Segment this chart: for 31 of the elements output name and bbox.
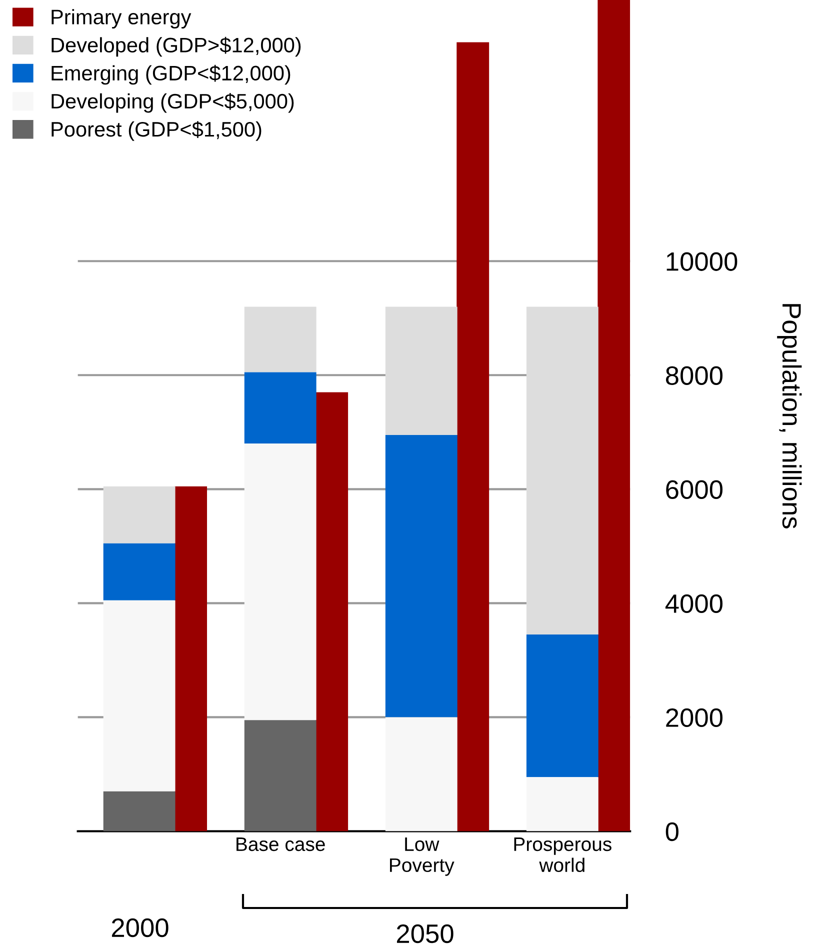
y-tick-label: 4000 xyxy=(665,594,723,614)
bar xyxy=(316,392,348,832)
legend-label: Developed (GDP>$12,000) xyxy=(52,36,301,57)
bar xyxy=(456,42,490,832)
bar xyxy=(526,306,598,635)
x-tick-label: Low Poverty xyxy=(390,838,454,876)
x-tick-label: Base case xyxy=(236,838,325,852)
legend-label: Emerging (GDP<$12,000) xyxy=(52,64,290,85)
y-tick-label: 6000 xyxy=(666,480,723,499)
x-tick-label: Prosperous world xyxy=(514,838,612,872)
bar xyxy=(244,372,316,444)
bar xyxy=(244,444,316,720)
legend-label: Developing (GDP<$5,000) xyxy=(52,93,294,113)
bar xyxy=(174,486,208,832)
bar xyxy=(598,0,630,832)
y-axis-title: Population, millions xyxy=(777,304,802,528)
y-tick-label: 0 xyxy=(666,822,678,842)
bar xyxy=(103,486,176,544)
bar xyxy=(103,600,176,792)
legend-label: Primary energy xyxy=(52,9,192,29)
bar xyxy=(244,720,316,832)
text: 2050 xyxy=(396,924,454,944)
legend-label: Poorest (GDP<$1,500) xyxy=(52,121,262,141)
y-tick-label: 10000 xyxy=(666,252,738,271)
bar xyxy=(244,306,316,372)
y-tick-label: 2000 xyxy=(666,708,723,728)
bar xyxy=(385,306,458,436)
y-tick-label: 8000 xyxy=(666,366,723,385)
bar xyxy=(103,791,176,832)
bar xyxy=(103,543,176,600)
text: 2000 xyxy=(112,918,168,938)
